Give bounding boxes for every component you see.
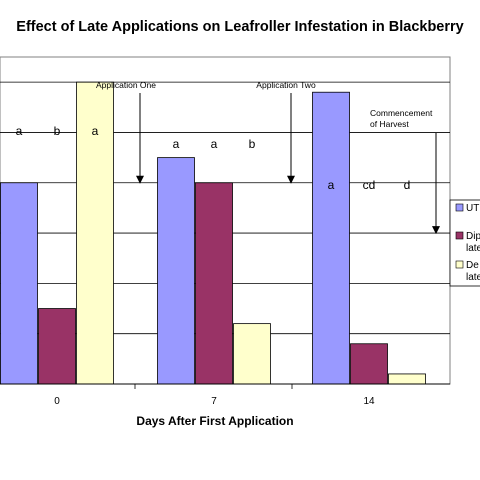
bar-ut-14 <box>312 91 350 385</box>
annotation-arrow-head <box>136 175 144 184</box>
annotation-arrow-head <box>287 175 295 184</box>
legend-swatch-de <box>455 260 464 269</box>
x-ticks: 0 7 14 <box>54 384 375 407</box>
significance-letter: a <box>92 124 99 138</box>
significance-letter: a <box>211 137 218 151</box>
annotations: Application One Application Two Commenceme… <box>96 80 440 235</box>
annotation-label: Application Two <box>256 80 316 90</box>
bar-dip-7 <box>195 182 233 385</box>
legend-label-de: De <box>466 260 479 271</box>
x-tick-label: 14 <box>363 396 375 407</box>
bar-ut-7 <box>157 157 195 385</box>
bar-de-0 <box>76 81 114 385</box>
plot-area: 0 7 14 a b aa a ba cd d Application One Applicati… <box>0 56 451 407</box>
legend-box <box>449 199 480 287</box>
x-tick-label: 0 <box>54 396 60 407</box>
significance-letters: a b a a a b a cd d <box>16 124 411 192</box>
legend-swatch-dip <box>455 231 464 240</box>
significance-letter: a <box>328 178 335 192</box>
bar-dip-0 <box>38 308 76 385</box>
significance-letter: b <box>54 124 61 138</box>
significance-letter: a <box>173 137 180 151</box>
annotation-label: Application One <box>96 80 156 90</box>
legend-sublabel: late <box>466 272 480 283</box>
legend-label-ut: UT <box>466 203 479 214</box>
annotation-label: Commencement of Harvest <box>370 108 433 129</box>
bar-dip-14 <box>350 343 388 385</box>
bar-ut-0 <box>0 182 38 385</box>
legend-swatch-ut <box>455 203 464 212</box>
x-axis-title: Days After First Application <box>136 414 293 428</box>
legend-label-dip: Dip <box>466 231 480 242</box>
annotation-arrow-head <box>432 226 440 235</box>
bar-de-14 <box>388 373 426 385</box>
x-tick-label: 7 <box>211 396 217 407</box>
legend-sublabel: late <box>466 243 480 254</box>
chart-title: Effect of Late Applications on Leafrolle… <box>16 19 463 35</box>
significance-letter: b <box>249 137 256 151</box>
significance-letter: d <box>404 178 411 192</box>
significance-letter: a <box>16 124 23 138</box>
significance-letter: cd <box>363 178 376 192</box>
bar-de-7 <box>233 323 271 385</box>
